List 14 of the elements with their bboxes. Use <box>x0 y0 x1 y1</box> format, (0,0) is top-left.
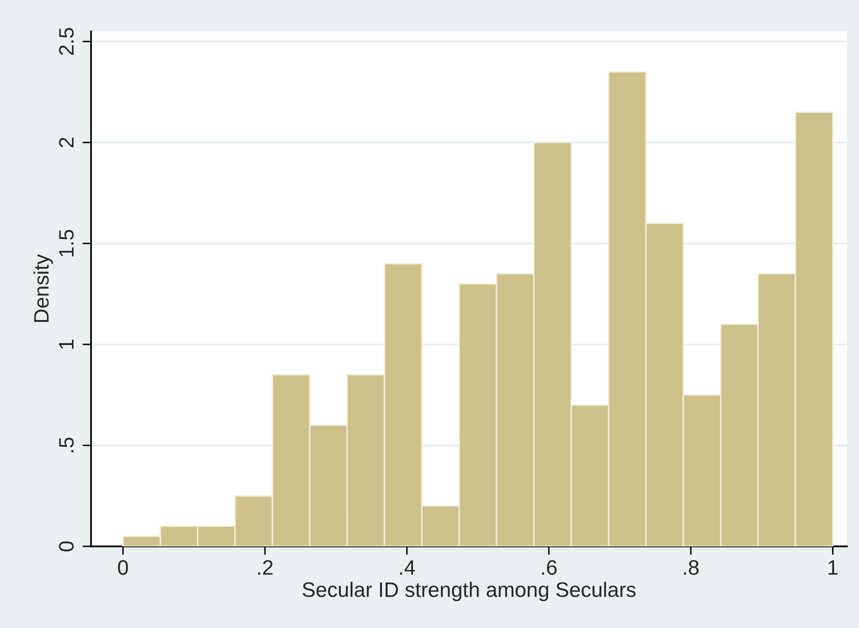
x-tick-label: .8 <box>684 560 699 575</box>
y-tick-label: 0 <box>58 541 74 552</box>
y-tick-label: 2.5 <box>58 28 74 55</box>
x-tick-label: 0 <box>118 560 128 575</box>
y-tick-label: 2 <box>58 138 74 148</box>
x-tick-label: .2 <box>258 560 273 575</box>
y-tick-label: 1.5 <box>59 230 74 256</box>
y-tick-label: 1 <box>59 340 74 349</box>
x-axis-title: Secular ID strength among Seculars <box>302 582 636 602</box>
y-tick-label: .5 <box>59 438 74 452</box>
x-tick-label: .4 <box>400 560 415 575</box>
x-tick-label: 1 <box>828 560 838 575</box>
x-tick-label: .6 <box>542 560 557 575</box>
y-axis-title: Density <box>33 254 53 322</box>
